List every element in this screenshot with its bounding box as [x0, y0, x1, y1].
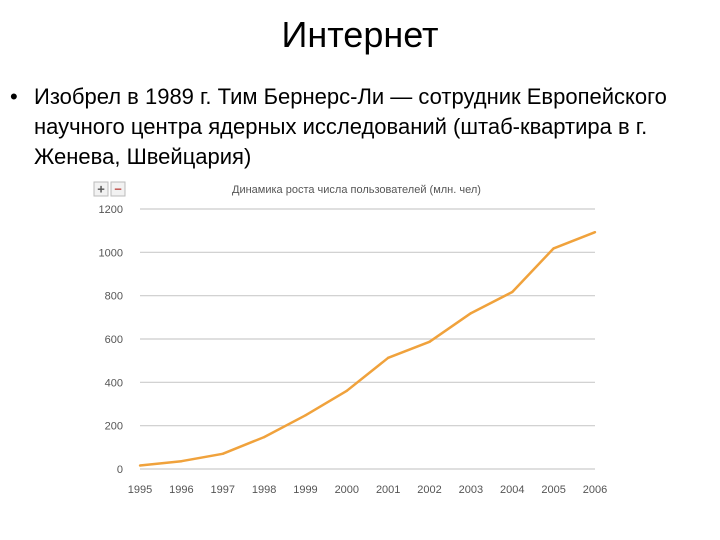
x-tick-label: 1995	[128, 484, 152, 496]
line-chart: + − Динамика роста числа пользователей (мл…	[93, 181, 607, 496]
y-tick-label: 1000	[99, 247, 123, 259]
bullet-point: • Изобрел в 1989 г. Тим Бернерс-Ли — сот…	[10, 82, 700, 172]
data-point	[345, 389, 349, 392]
x-tick-label: 2000	[335, 484, 359, 496]
zoom-in-icon: +	[97, 182, 105, 197]
zoom-out-button[interactable]: −	[110, 181, 126, 197]
page-title: Интернет	[281, 14, 439, 55]
chart-title: Динамика роста числа пользователей (млн.…	[232, 184, 481, 196]
data-point	[511, 290, 514, 294]
x-tick-label: 2001	[376, 484, 400, 496]
x-tick-label: 1996	[169, 484, 193, 496]
y-tick-label: 0	[117, 464, 123, 476]
data-point	[593, 230, 597, 234]
x-tick-label: 2006	[583, 484, 607, 496]
x-tick-label: 2005	[541, 484, 565, 496]
zoom-in-button[interactable]: +	[93, 181, 109, 197]
y-tick-label: 400	[105, 377, 123, 389]
data-point	[469, 312, 473, 315]
x-tick-label: 1999	[293, 484, 317, 496]
zoom-out-icon: −	[114, 182, 122, 197]
y-tick-label: 600	[105, 334, 123, 346]
bullet-text: Изобрел в 1989 г. Тим Бернерс-Ли — сотру…	[34, 84, 667, 169]
x-tick-label: 2002	[417, 484, 441, 496]
y-tick-label: 800	[105, 291, 123, 303]
data-point	[552, 247, 555, 250]
x-tick-label: 2004	[500, 484, 524, 496]
bullet-marker: •	[10, 84, 18, 109]
data-point	[304, 414, 307, 417]
series-line	[139, 231, 596, 467]
data-point	[428, 340, 431, 344]
data-point	[262, 435, 266, 439]
data-point	[386, 356, 390, 360]
y-tick-label: 1200	[99, 204, 123, 216]
x-tick-label: 2003	[459, 484, 483, 496]
data-point	[138, 464, 142, 467]
x-tick-label: 1998	[252, 484, 276, 496]
y-tick-label: 200	[105, 421, 123, 433]
data-point	[180, 460, 183, 463]
data-point	[221, 452, 224, 456]
x-tick-label: 1997	[210, 484, 234, 496]
